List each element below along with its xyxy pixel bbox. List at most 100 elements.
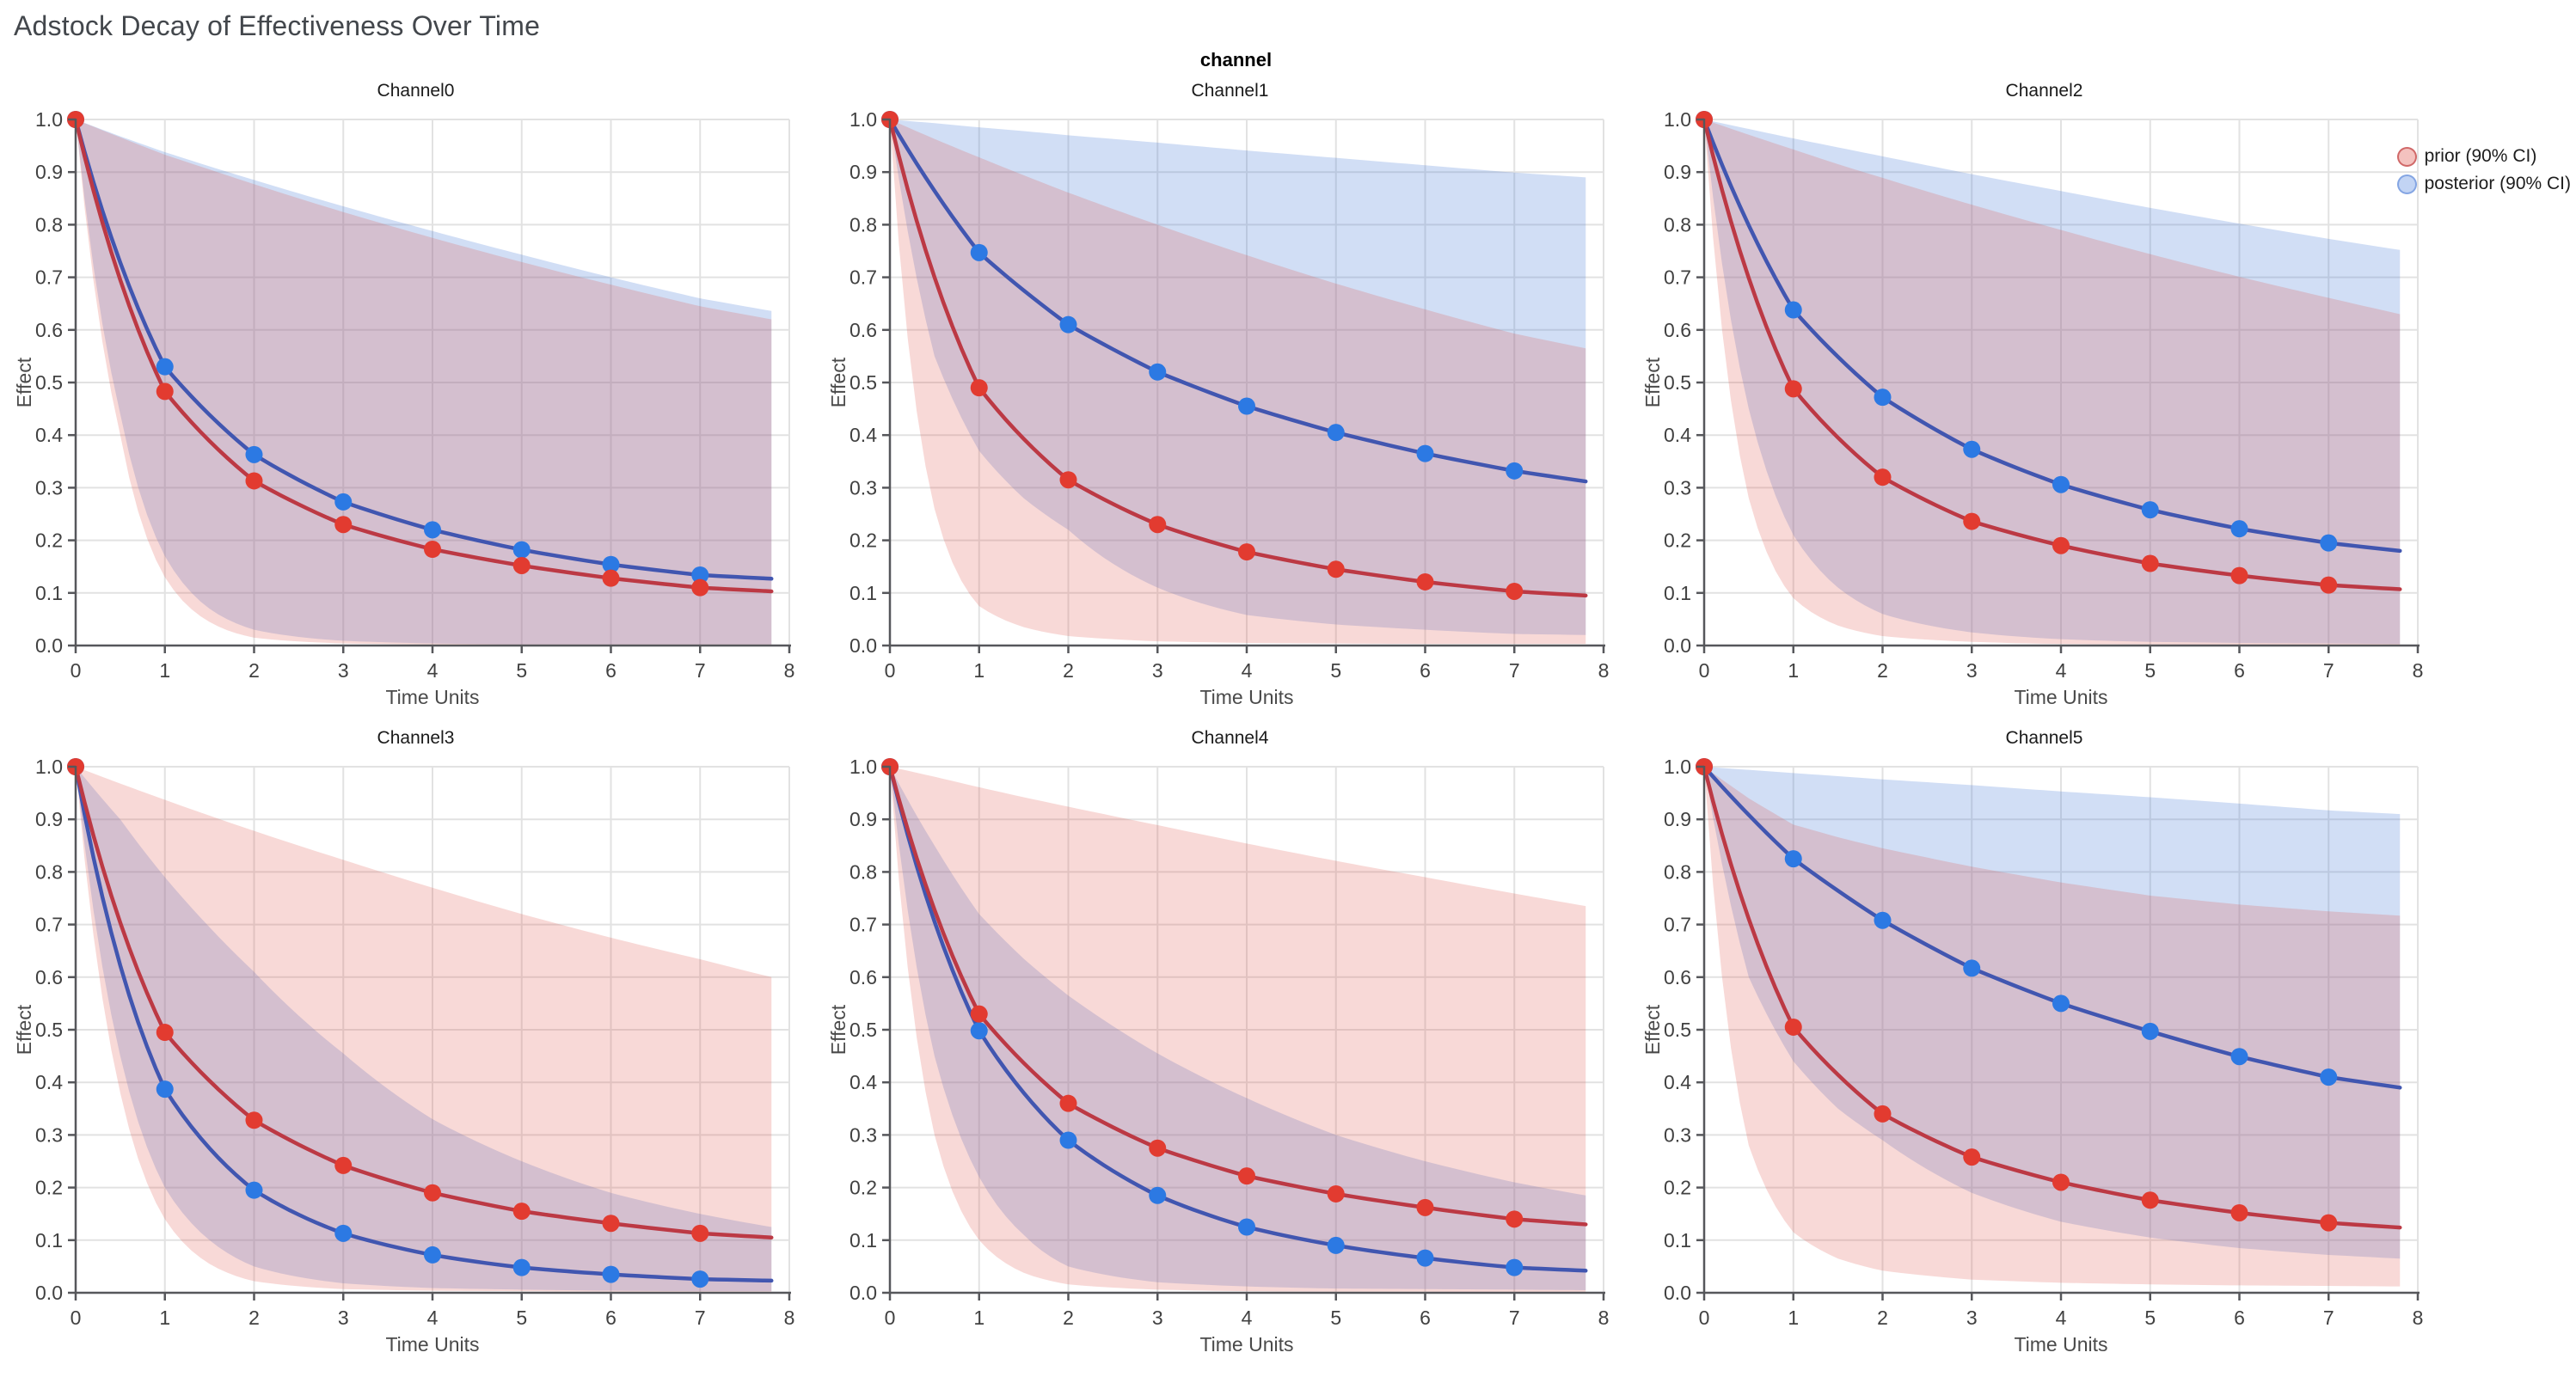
prior-line	[73, 117, 774, 594]
prior-point	[2320, 576, 2338, 594]
posterior-point	[2320, 1068, 2338, 1086]
y-axis-tick-label: 0.8	[849, 860, 877, 883]
y-axis-tick-label: 0.2	[35, 1177, 63, 1199]
posterior-line	[887, 764, 1588, 1273]
posterior-point	[334, 493, 353, 511]
posterior-point	[1327, 1236, 1345, 1254]
prior-point	[245, 1111, 263, 1129]
prior-ci-band	[1704, 119, 2401, 646]
subplot-title: Channel3	[377, 728, 455, 748]
x-axis-tick-label: 5	[1330, 659, 1341, 682]
y-axis-tick-label: 0.6	[1664, 319, 1691, 341]
prior-point	[2052, 536, 2070, 554]
posterior-point	[156, 1080, 174, 1099]
prior-point	[1506, 1210, 1524, 1228]
x-axis-tick-label: 6	[2234, 659, 2245, 682]
posterior-point	[512, 541, 531, 559]
prior-point	[1784, 1018, 1802, 1036]
prior-point	[970, 1005, 988, 1023]
axes: 0.0 0.1 0.2 0.3 0.4 0.5 0.6 0.7 0.8 0.9 1.0 0 1 2 3 4 5 6…	[35, 756, 794, 1329]
x-axis-tick-label: 7	[695, 659, 706, 682]
posterior-ci-band	[890, 767, 1586, 1290]
y-axis-title: Effect	[15, 357, 35, 407]
x-axis-title: Time Units	[2014, 686, 2107, 708]
subplot-title: Channel1	[1191, 81, 1269, 101]
x-axis-title: Time Units	[385, 686, 479, 708]
posterior-point	[1149, 1186, 1167, 1204]
chart-svg-channel3: 0.0 0.1 0.2 0.3 0.4 0.5 0.6 0.7 0.8 0.9 1.0 0 1 2 3 4 5 6…	[13, 756, 794, 1356]
posterior-ci-band	[890, 119, 1586, 635]
y-axis-tick-label: 0.9	[35, 808, 63, 830]
x-axis-tick-label: 1	[1788, 659, 1799, 682]
prior-point	[245, 472, 263, 490]
posterior-point	[2230, 520, 2248, 538]
prior-point	[1327, 560, 1345, 578]
posterior-point	[1416, 444, 1434, 462]
prior-markers	[67, 111, 709, 597]
posterior-point	[1416, 1249, 1434, 1267]
y-axis-tick-label: 0.0	[35, 634, 63, 657]
posterior-point	[334, 1224, 353, 1242]
y-axis-title: Effect	[830, 357, 849, 407]
y-axis-tick-label: 0.2	[1664, 1177, 1691, 1199]
prior-ci-band	[76, 767, 772, 1292]
y-axis-tick-label: 0.3	[1664, 476, 1691, 499]
prior-point	[1238, 543, 1255, 561]
y-axis-tick-label: 0.3	[1664, 1123, 1691, 1146]
x-axis-title: Time Units	[2014, 1333, 2107, 1356]
x-axis-tick-label: 7	[1509, 659, 1520, 682]
prior-point	[970, 379, 988, 397]
prior-point	[2320, 1214, 2338, 1232]
x-axis-tick-label: 7	[2323, 1307, 2334, 1329]
y-axis-tick-label: 0.8	[35, 860, 63, 883]
subplot-channel4: Channel4 0.0 0.1 0.2 0.3 0.4 0.5 0.6 0.7 0.8 0.9 1.…	[827, 722, 1630, 1361]
y-axis-tick-label: 0.9	[35, 161, 63, 183]
y-axis-tick-label: 0.1	[849, 582, 877, 604]
posterior-point	[1506, 1258, 1524, 1276]
y-axis-tick-label: 0.6	[35, 966, 63, 988]
chart-svg-channel1: 0.0 0.1 0.2 0.3 0.4 0.5 0.6 0.7 0.8 0.9 1.0 0 1 2 3 4 5 6…	[827, 108, 1609, 708]
legend-item-posterior: posterior (90% CI)	[2396, 174, 2571, 194]
y-axis-tick-label: 0.7	[35, 266, 63, 289]
posterior-point	[245, 1181, 263, 1199]
posterior-point	[970, 1022, 988, 1040]
y-axis-tick-label: 0.0	[849, 1282, 877, 1304]
prior-point	[512, 1203, 531, 1221]
y-axis-tick-label: 0.2	[849, 529, 877, 552]
y-axis-tick-label: 0.3	[849, 476, 877, 499]
subplot-title: Channel4	[1191, 728, 1269, 748]
posterior-point	[1784, 301, 1802, 319]
posterior-point	[691, 566, 709, 584]
posterior-point	[691, 1270, 709, 1288]
posterior-point	[1784, 850, 1802, 868]
x-axis-tick-label: 1	[159, 659, 170, 682]
prior-point	[1506, 582, 1524, 600]
y-axis-tick-label: 0.5	[849, 1019, 877, 1041]
prior-point	[1238, 1167, 1255, 1185]
prior-ci-band	[890, 767, 1586, 1293]
subplot-channel0: Channel0 0.0 0.1 0.2 0.3 0.4 0.5 0.6 0.7 0.8 0.9 1.…	[13, 75, 816, 713]
y-axis-tick-label: 0.6	[849, 966, 877, 988]
y-axis-tick-label: 0.9	[849, 161, 877, 183]
y-axis-tick-label: 0.8	[849, 213, 877, 236]
posterior-point	[1059, 1131, 1077, 1149]
prior-markers	[1696, 758, 2338, 1232]
posterior-point	[602, 1265, 620, 1283]
x-axis-tick-label: 1	[973, 1307, 984, 1329]
prior-point	[602, 569, 620, 587]
posterior-ci-band	[76, 767, 772, 1292]
y-axis-tick-label: 0.4	[1664, 424, 1691, 446]
prior-ci-swatch-icon	[2396, 146, 2417, 167]
posterior-line	[1702, 764, 2402, 1090]
x-axis-tick-label: 4	[2056, 1307, 2067, 1329]
x-axis-tick-label: 7	[1509, 1307, 1520, 1329]
x-axis-tick-label: 1	[973, 659, 984, 682]
prior-point	[602, 1215, 620, 1233]
gridlines	[1703, 119, 2419, 646]
prior-point	[2230, 1203, 2248, 1221]
y-axis-tick-label: 0.9	[849, 808, 877, 830]
chart-svg-channel0: 0.0 0.1 0.2 0.3 0.4 0.5 0.6 0.7 0.8 0.9 1.0 0 1 2 3 4 5 6…	[13, 108, 794, 708]
prior-point	[1784, 380, 1802, 398]
x-axis-tick-label: 4	[2056, 659, 2067, 682]
posterior-point	[1327, 424, 1345, 442]
